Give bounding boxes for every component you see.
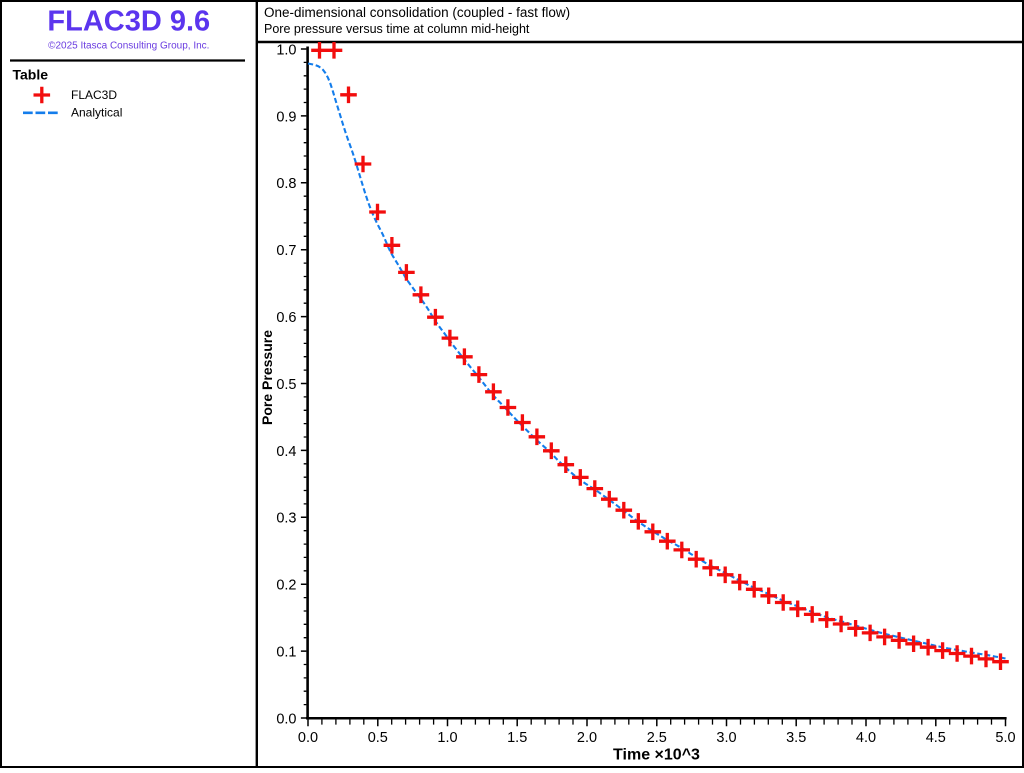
svg-text:5.0: 5.0 xyxy=(995,730,1015,746)
svg-text:0.9: 0.9 xyxy=(276,109,296,125)
svg-text:FLAC3D: FLAC3D xyxy=(71,88,117,102)
svg-text:FLAC3D 9.6: FLAC3D 9.6 xyxy=(47,6,210,38)
svg-text:0.3: 0.3 xyxy=(276,511,296,527)
svg-text:4.0: 4.0 xyxy=(856,730,876,746)
svg-text:0.5: 0.5 xyxy=(276,377,296,393)
svg-text:0.0: 0.0 xyxy=(276,711,296,727)
svg-text:Analytical: Analytical xyxy=(71,106,122,120)
svg-text:Pore pressure versus time at c: Pore pressure versus time at column mid-… xyxy=(264,22,530,36)
svg-text:0.1: 0.1 xyxy=(276,645,296,661)
svg-text:0.4: 0.4 xyxy=(276,444,296,460)
svg-text:4.5: 4.5 xyxy=(926,730,946,746)
svg-text:1.0: 1.0 xyxy=(437,730,457,746)
svg-text:Time ×10^3: Time ×10^3 xyxy=(613,747,700,764)
svg-text:0.5: 0.5 xyxy=(368,730,388,746)
svg-text:0.7: 0.7 xyxy=(276,243,296,259)
svg-text:0.2: 0.2 xyxy=(276,578,296,594)
svg-text:Pore Pressure: Pore Pressure xyxy=(259,330,275,425)
svg-text:One-dimensional consolidation: One-dimensional consolidation (coupled -… xyxy=(264,5,570,20)
svg-text:1.0: 1.0 xyxy=(276,42,296,58)
svg-text:3.0: 3.0 xyxy=(716,730,736,746)
svg-text:©2025 Itasca Consulting Group,: ©2025 Itasca Consulting Group, Inc. xyxy=(48,41,209,52)
svg-text:1.5: 1.5 xyxy=(507,730,527,746)
svg-text:2.5: 2.5 xyxy=(647,730,667,746)
svg-text:Table: Table xyxy=(13,66,49,82)
svg-text:0.6: 0.6 xyxy=(276,310,296,326)
svg-text:2.0: 2.0 xyxy=(577,730,597,746)
svg-text:0.0: 0.0 xyxy=(298,730,318,746)
svg-text:0.8: 0.8 xyxy=(276,176,296,192)
svg-text:3.5: 3.5 xyxy=(786,730,806,746)
